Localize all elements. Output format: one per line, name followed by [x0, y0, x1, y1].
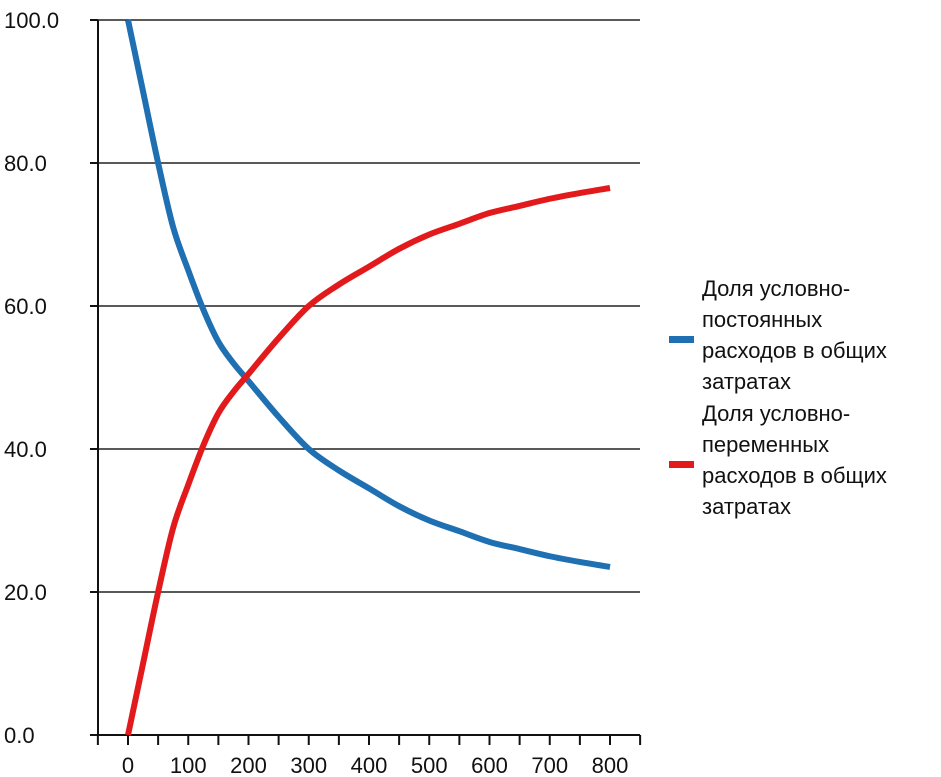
gridlines	[98, 19, 640, 593]
y-tick-label: 100.0	[4, 8, 59, 33]
legend-label-line: переменных	[702, 432, 829, 457]
legend-label-line: затратах	[702, 369, 791, 394]
legend-label-line: расходов в общих	[702, 338, 887, 363]
x-tick-label: 400	[351, 753, 388, 777]
y-tick-label: 60.0	[4, 294, 47, 319]
legend-label-line: Доля условно-	[702, 401, 850, 426]
legend-label-line: расходов в общих	[702, 463, 887, 488]
series-lines	[125, 19, 611, 736]
x-tick-label: 700	[531, 753, 568, 777]
x-tick-label: 500	[411, 753, 448, 777]
y-tick-label: 80.0	[4, 151, 47, 176]
x-axis-ticks: 0 100 200 300 400 500 600 700 800	[96, 735, 642, 777]
series-line-1	[125, 19, 611, 570]
legend-label-line: постоянных	[702, 307, 822, 332]
y-tick-label: 0.0	[4, 723, 35, 748]
legend-item-2: Доля условно-переменных расходов в общих з…	[669, 401, 887, 519]
legend: Доля условно-постоянных расходов в общих з…	[669, 276, 887, 519]
x-tick-label: 600	[471, 753, 508, 777]
y-tick-label: 40.0	[4, 437, 47, 462]
legend-label-line: затратах	[702, 494, 791, 519]
legend-swatch	[669, 461, 694, 468]
legend-label-line: Доля условно-	[702, 276, 850, 301]
axes	[97, 20, 640, 736]
y-tick-label: 20.0	[4, 580, 47, 605]
x-tick-label: 0	[122, 753, 134, 777]
legend-item-1: Доля условно-постоянных расходов в общих з…	[669, 276, 887, 394]
legend-swatch	[669, 336, 694, 343]
x-tick-label: 300	[290, 753, 327, 777]
y-axis-ticks: 0.0 20.0 40.0 60.0 80.0 100.0	[4, 8, 98, 748]
x-tick-label: 800	[592, 753, 629, 777]
x-tick-label: 200	[230, 753, 267, 777]
series-line-2	[125, 185, 611, 736]
x-tick-label: 100	[170, 753, 207, 777]
